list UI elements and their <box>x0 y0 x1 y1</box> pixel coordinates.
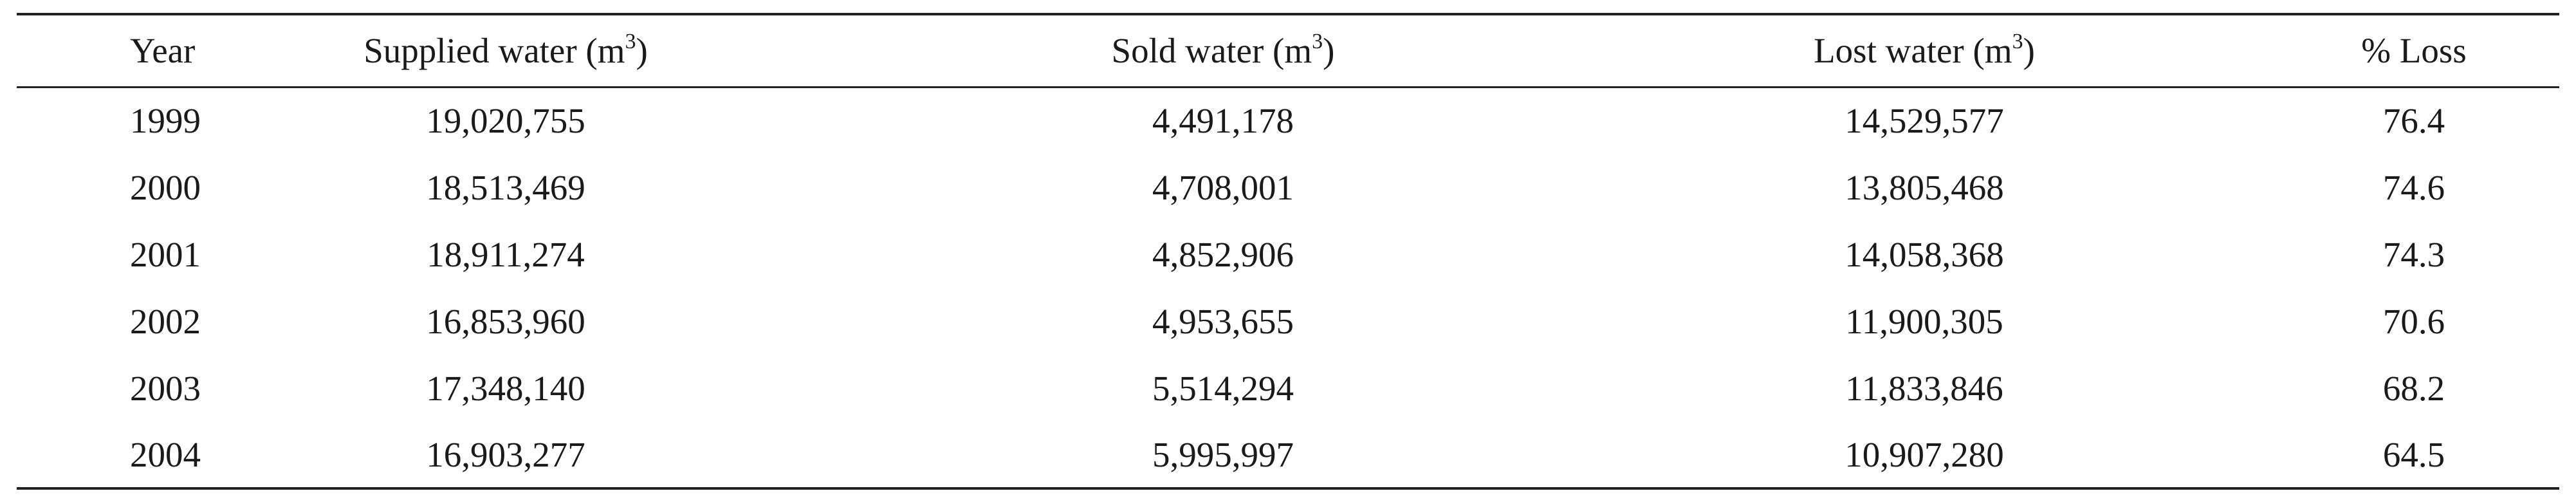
cell-year: 1999 <box>130 101 201 141</box>
cell-year: 2001 <box>130 234 201 274</box>
cell-loss-pct: 68.2 <box>2382 368 2445 408</box>
water-loss-table: Year Supplied water (m3) Sold water (m3)… <box>17 13 2559 490</box>
header-row: Year Supplied water (m3) Sold water (m3)… <box>17 13 2559 88</box>
cell-supplied: 16,903,277 <box>145 421 866 490</box>
cell-supplied: 18,513,469 <box>426 167 585 207</box>
cell-supplied: 17,348,140 <box>426 368 585 408</box>
cell-year: 2004 <box>17 421 201 490</box>
header-percent-loss: % Loss <box>2268 13 2559 88</box>
cell-sold: 4,708,001 <box>1152 167 1294 207</box>
water-loss-table-container: Year Supplied water (m3) Sold water (m3)… <box>17 13 2559 490</box>
table-row: 2002 16,853,960 4,953,655 11,900,305 70.… <box>17 288 2559 355</box>
table-row: 2003 17,348,140 5,514,294 11,833,846 68.… <box>17 355 2559 421</box>
cell-loss-pct: 74.6 <box>2382 167 2445 207</box>
table-header: Year Supplied water (m3) Sold water (m3)… <box>17 13 2559 88</box>
cell-sold: 4,491,178 <box>1152 101 1294 141</box>
cell-year: 2002 <box>130 301 201 341</box>
cell-loss-pct: 76.4 <box>2382 101 2445 141</box>
header-lost-water: Lost water (m3) <box>1580 13 2268 88</box>
cell-sold: 5,995,997 <box>866 421 1580 490</box>
table-row: 2000 18,513,469 4,708,001 13,805,468 74.… <box>17 154 2559 221</box>
cell-lost: 14,529,577 <box>1845 101 2004 141</box>
cell-lost: 11,900,305 <box>1845 301 2003 341</box>
cell-year: 2000 <box>130 167 201 207</box>
cell-sold: 5,514,294 <box>1152 368 1294 408</box>
cell-supplied: 19,020,755 <box>426 101 585 141</box>
cell-supplied: 16,853,960 <box>426 301 585 341</box>
cell-loss-pct: 64.5 <box>2268 421 2559 490</box>
table-row: 2004 16,903,277 5,995,997 10,907,280 64.… <box>17 421 2559 490</box>
cell-lost: 10,907,280 <box>1580 421 2268 490</box>
header-year: Year <box>17 13 195 88</box>
cell-lost: 11,833,846 <box>1845 368 2003 408</box>
cell-loss-pct: 74.3 <box>2382 234 2445 274</box>
cell-loss-pct: 70.6 <box>2382 301 2445 341</box>
table-row: 2001 18,911,274 4,852,906 14,058,368 74.… <box>17 221 2559 288</box>
header-supplied-water: Supplied water (m3) <box>145 13 866 88</box>
header-sold-water: Sold water (m3) <box>866 13 1580 88</box>
cell-lost: 13,805,468 <box>1845 167 2004 207</box>
cell-supplied: 18,911,274 <box>427 234 585 274</box>
table-row: 1999 19,020,755 4,491,178 14,529,577 76.… <box>17 87 2559 154</box>
cell-sold: 4,852,906 <box>1152 234 1294 274</box>
cell-sold: 4,953,655 <box>1152 301 1294 341</box>
cell-year: 2003 <box>130 368 201 408</box>
table-body: 1999 19,020,755 4,491,178 14,529,577 76.… <box>17 87 2559 490</box>
cell-lost: 14,058,368 <box>1845 234 2004 274</box>
